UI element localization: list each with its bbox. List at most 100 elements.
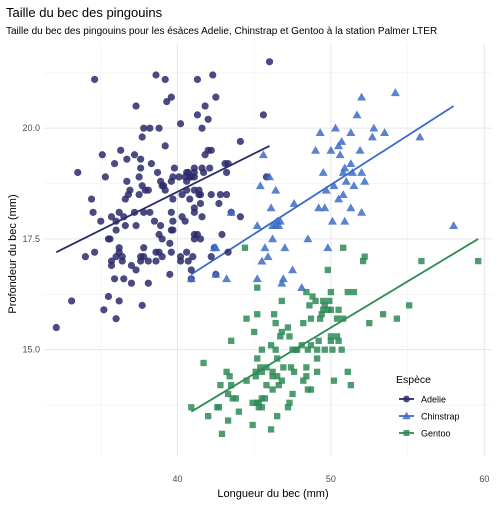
- data-point: [318, 167, 328, 176]
- data-point: [352, 110, 362, 119]
- data-point: [340, 315, 347, 322]
- data-point: [235, 408, 242, 415]
- data-point: [323, 243, 333, 252]
- data-point: [127, 279, 136, 287]
- data-point: [254, 311, 261, 318]
- legend-label: Chinstrap: [421, 412, 460, 422]
- legend-key-marker: [402, 411, 411, 420]
- data-point: [315, 337, 322, 344]
- data-point: [152, 71, 160, 79]
- data-point: [212, 93, 220, 101]
- data-point: [127, 261, 136, 270]
- data-point: [357, 92, 367, 101]
- data-point: [344, 288, 351, 296]
- data-point: [138, 133, 146, 141]
- data-point: [275, 216, 285, 225]
- data-point: [218, 430, 226, 437]
- data-point: [340, 163, 350, 172]
- data-point: [224, 248, 232, 256]
- data-point: [347, 381, 354, 389]
- x-tick-label: 60: [479, 474, 489, 484]
- data-point: [327, 216, 337, 225]
- data-point: [226, 373, 233, 380]
- data-point: [258, 404, 266, 411]
- data-point: [132, 222, 140, 230]
- data-point: [89, 208, 97, 216]
- data-point: [196, 235, 205, 243]
- data-point: [193, 111, 202, 119]
- data-point: [255, 181, 265, 190]
- data-point: [218, 230, 226, 239]
- data-point: [251, 328, 258, 336]
- data-point: [274, 355, 281, 362]
- data-point: [263, 364, 270, 371]
- data-point: [263, 381, 270, 389]
- data-point: [193, 75, 202, 84]
- data-point: [334, 194, 344, 203]
- data-point: [207, 146, 215, 154]
- data-point: [307, 315, 315, 322]
- data-point: [289, 198, 299, 207]
- data-point: [217, 381, 224, 389]
- data-point: [147, 160, 155, 168]
- data-point: [359, 257, 367, 265]
- series-chinstrap: [186, 88, 459, 292]
- data-point: [334, 141, 344, 150]
- data-point: [204, 115, 212, 123]
- data-point: [321, 346, 328, 353]
- data-point: [226, 207, 236, 216]
- data-point: [153, 168, 162, 177]
- data-point: [121, 222, 129, 230]
- data-point: [254, 284, 261, 291]
- data-point: [277, 278, 287, 287]
- data-point: [286, 399, 293, 406]
- data-point: [216, 191, 225, 199]
- data-point: [161, 142, 169, 150]
- data-point: [101, 173, 109, 181]
- data-point: [146, 124, 154, 132]
- data-point: [340, 216, 350, 225]
- data-point: [346, 128, 356, 136]
- data-point: [267, 342, 275, 349]
- data-point: [344, 368, 351, 375]
- data-point: [228, 337, 235, 344]
- data-point: [100, 306, 108, 314]
- data-point: [228, 381, 235, 389]
- data-point: [224, 160, 232, 168]
- data-point: [449, 221, 459, 230]
- legend-title: Espèce: [396, 374, 431, 386]
- data-point: [144, 186, 152, 194]
- data-point: [130, 208, 139, 216]
- data-point: [155, 124, 163, 132]
- data-point: [278, 377, 285, 384]
- data-point: [215, 199, 223, 208]
- data-point: [286, 333, 293, 340]
- data-point: [380, 128, 390, 136]
- chart-subtitle: Taille du bec des pingouins pour les ésà…: [6, 26, 437, 37]
- data-point: [112, 226, 120, 234]
- data-point: [169, 195, 177, 203]
- data-point: [115, 297, 123, 305]
- data-point: [258, 150, 268, 159]
- data-point: [107, 257, 116, 265]
- data-point: [123, 177, 131, 185]
- data-point: [258, 346, 266, 353]
- data-point: [161, 186, 169, 194]
- data-point: [280, 243, 290, 252]
- data-point: [81, 253, 90, 261]
- data-point: [268, 234, 278, 243]
- data-point: [309, 293, 316, 300]
- data-point: [166, 239, 174, 247]
- data-point: [200, 359, 207, 367]
- data-point: [140, 124, 148, 132]
- data-point: [252, 373, 259, 380]
- data-point: [357, 167, 367, 176]
- data-point: [137, 155, 145, 163]
- data-point: [261, 395, 269, 402]
- x-tick-label: 40: [172, 474, 182, 484]
- data-point: [335, 150, 345, 159]
- data-point: [269, 373, 276, 380]
- data-point: [91, 248, 99, 256]
- legend: Espèce Adelie Chinstrap Gentoo: [396, 374, 460, 439]
